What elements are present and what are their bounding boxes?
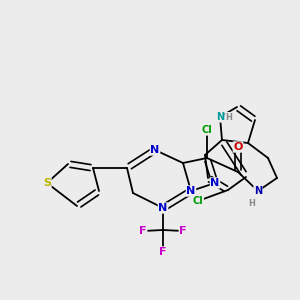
Text: N: N bbox=[150, 145, 160, 155]
Text: S: S bbox=[43, 178, 51, 188]
Text: F: F bbox=[139, 226, 147, 236]
Text: H: H bbox=[226, 112, 232, 122]
Text: N: N bbox=[254, 186, 262, 196]
Text: F: F bbox=[179, 226, 187, 236]
Text: Cl: Cl bbox=[193, 196, 203, 206]
Text: Cl: Cl bbox=[202, 125, 212, 135]
Text: O: O bbox=[233, 142, 243, 152]
Text: N: N bbox=[186, 186, 196, 196]
Text: F: F bbox=[159, 247, 167, 257]
Text: N: N bbox=[210, 178, 220, 188]
Text: N: N bbox=[158, 203, 168, 213]
Text: N: N bbox=[216, 112, 224, 122]
Text: H: H bbox=[249, 199, 255, 208]
